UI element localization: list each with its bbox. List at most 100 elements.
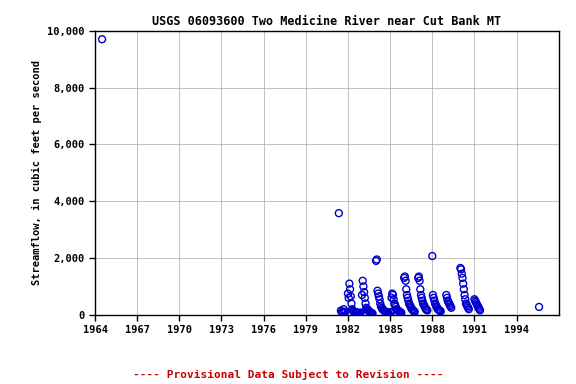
Point [348,308,358,314]
Point [422,307,431,313]
Point [463,303,472,310]
Point [352,310,361,316]
Point [350,310,359,316]
Point [433,306,442,312]
Point [357,292,366,298]
Point [368,310,377,316]
Point [367,310,377,316]
Point [347,306,357,312]
Title: USGS 06093600 Two Medicine River near Cut Bank MT: USGS 06093600 Two Medicine River near Cu… [152,15,502,28]
Point [394,308,403,314]
Point [409,308,418,314]
Point [400,273,410,280]
Point [355,310,364,316]
Point [458,275,467,281]
Point [407,306,416,312]
Point [393,307,403,313]
Point [349,308,358,314]
Point [365,308,374,314]
Point [473,302,482,308]
Point [474,305,483,311]
Point [417,295,426,301]
Point [391,304,400,310]
Point [343,290,353,296]
Point [464,305,473,311]
Point [339,310,348,316]
Point [419,300,428,306]
Point [395,308,404,314]
Point [410,309,419,315]
Point [403,292,412,298]
Point [446,303,455,310]
Point [365,309,374,315]
Point [472,300,481,306]
Point [97,36,107,42]
Point [400,275,409,281]
Point [387,295,396,301]
Point [374,293,384,300]
Point [459,286,468,292]
Point [363,307,373,313]
Point [388,292,397,298]
Point [337,309,346,315]
Point [471,298,480,304]
Point [372,258,381,264]
Point [415,278,424,284]
Point [419,302,429,308]
Point [444,299,453,305]
Point [445,302,454,308]
Point [408,307,417,313]
Point [346,293,355,300]
Point [421,306,430,312]
Point [431,302,441,308]
Point [363,307,372,313]
Point [346,286,355,292]
Point [473,303,483,310]
Point [434,307,443,313]
Point [396,310,406,316]
Point [379,307,388,313]
Point [464,306,473,312]
Point [372,257,381,263]
Point [461,296,470,302]
Point [418,298,427,304]
Point [355,310,365,316]
Point [414,273,423,280]
Point [442,292,451,298]
Point [442,295,452,301]
Point [401,286,411,292]
Point [410,308,419,314]
Point [354,310,363,316]
Point [381,309,391,315]
Point [362,305,371,311]
Point [360,295,369,301]
Point [427,253,437,259]
Point [388,290,397,296]
Point [353,310,362,316]
Point [462,302,471,308]
Point [458,281,468,287]
Point [443,298,452,304]
Point [373,288,382,294]
Point [376,303,385,310]
Point [391,302,400,308]
Point [382,310,392,316]
Point [382,310,391,316]
Point [429,292,438,298]
Point [392,307,401,313]
Point [340,309,350,315]
Point [416,292,426,298]
Point [356,310,365,316]
Point [359,283,368,290]
Point [435,308,445,314]
Point [340,309,349,315]
Point [475,307,484,313]
Point [376,300,385,306]
Point [430,298,439,304]
Point [366,310,375,316]
Point [429,295,438,301]
Point [378,307,388,313]
Point [445,300,454,306]
Point [430,300,439,306]
Point [339,306,348,312]
